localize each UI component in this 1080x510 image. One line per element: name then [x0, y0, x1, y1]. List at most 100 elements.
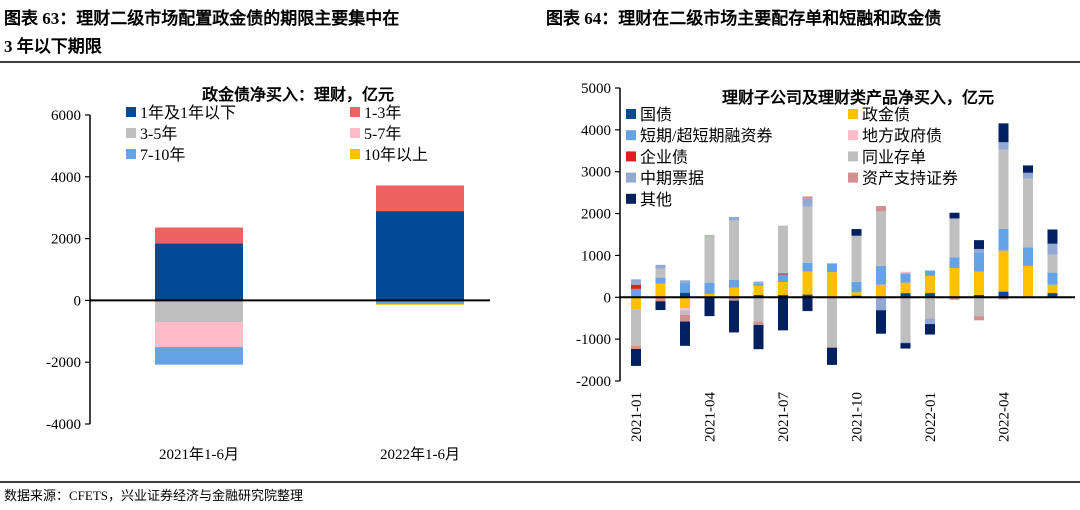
- bar-segment-政金债-2021-05: [729, 287, 739, 298]
- bar-segment-地方政府债-2021-03: [680, 308, 690, 311]
- bar-segment-政金债-2022-04: [998, 250, 1009, 292]
- bar-segment-短期/超短期融资券-2021-03: [680, 283, 690, 293]
- bar-segment-短期/超短期融资券-2021-01: [631, 288, 641, 298]
- bar-segment-资产支持证券-2021-01: [631, 346, 641, 349]
- bar-segment-同业存单-2021-04: [704, 235, 715, 283]
- bar-segment-其他-2021-07: [778, 297, 788, 331]
- legend-swatch: [126, 107, 136, 117]
- bar-segment-短期/超短期融资券-2022-05: [1023, 247, 1033, 266]
- legend-label: 地方政府债: [862, 127, 942, 145]
- bar-segment-其他-2021-06: [753, 324, 764, 350]
- bar-segment-政金债-2021-04: [704, 293, 715, 298]
- x-tick-label: 2022-04: [997, 392, 1013, 442]
- bar-segment-同业存单-2021-06: [753, 297, 764, 322]
- legend-swatch: [626, 109, 636, 119]
- bar-segment-同业存单-2021-10: [851, 235, 862, 282]
- legend-swatch: [350, 107, 360, 117]
- x-tick-label: 2021年1-6月: [159, 446, 239, 463]
- bar-segment-中期票据-2022-04: [998, 142, 1009, 150]
- bar-segment-中期票据-2021-05: [729, 216, 739, 221]
- bar-segment-同业存单-2022-04: [998, 149, 1009, 229]
- bar-segment-其他-2021-09: [827, 347, 837, 365]
- y-tick-label: 3000: [581, 165, 611, 181]
- y-tick-label: -1000: [576, 332, 611, 348]
- bar-segment-国债-2022-01: [925, 293, 935, 298]
- bar-segment-中期票据-2022-03: [974, 248, 984, 253]
- legend-label: 5-7年: [364, 125, 401, 143]
- y-tick-label: -2000: [46, 355, 81, 371]
- legend-swatch: [126, 149, 136, 159]
- bar-segment-7-10年-2021年1-6月: [155, 347, 243, 365]
- bar-segment-政金债-2022-06: [1047, 284, 1058, 294]
- bar-segment-同业存单-2022-03: [974, 297, 984, 317]
- bar-segment-短期/超短期融资券-2022-03: [974, 252, 984, 272]
- legend-label: 短期/超短期融资券: [640, 127, 772, 145]
- legend-swatch: [626, 172, 636, 183]
- bar-segment-国债-2021-08: [802, 294, 813, 298]
- left-figure-title: 图表 63：理财二级市场配置政金债的期限主要集中在: [4, 8, 399, 28]
- bar-segment-国债-2022-04: [998, 291, 1009, 298]
- bar-segment-同业存单-2021-11: [876, 211, 886, 266]
- bar-segment-其他-2022-04: [998, 123, 1009, 143]
- legend-label: 资产支持证券: [862, 170, 958, 188]
- bar-segment-资产支持证券-2022-04: [998, 297, 1009, 300]
- bar-segment-3-5年-2021年1-6月: [155, 300, 243, 323]
- bar-segment-政金债-2022-05: [1023, 265, 1033, 298]
- bar-segment-政金债-2021-11: [876, 284, 886, 298]
- x-tick-label: 2021-01: [629, 392, 645, 442]
- legend-label: 中期票据: [640, 170, 704, 188]
- source-note: 数据来源：CFETS，兴业证券经济与金融研究院整理: [4, 488, 303, 503]
- bar-segment-企业债-2021-07: [778, 273, 788, 275]
- bar-segment-地方政府债-2021-12: [900, 271, 911, 274]
- bar-segment-中期票据-2021-06: [753, 281, 764, 284]
- bar-segment-资产支持证券-2022-02: [949, 297, 960, 300]
- left-chart-title: 政金债净买入：理财，亿元: [202, 85, 394, 104]
- bar-segment-同业存单-2021-12: [900, 297, 911, 343]
- bar-segment-短期/超短期融资券-2021-04: [704, 282, 715, 294]
- bar-segment-其他-2022-06: [1047, 229, 1058, 244]
- bar-segment-资产支持证券-2021-06: [753, 321, 764, 325]
- bar-segment-同业存单-2021-03: [680, 310, 690, 315]
- bar-segment-短期/超短期融资券-2021-11: [876, 265, 886, 285]
- bar-segment-同业存单-2021-02: [655, 268, 666, 278]
- legend-label: 同业存单: [862, 148, 926, 166]
- bar-segment-同业存单-2022-06: [1047, 254, 1058, 273]
- bar-segment-政金债-2021-01: [631, 297, 641, 310]
- bar-segment-同业存单-2022-01: [925, 297, 935, 319]
- legend-swatch: [626, 193, 636, 204]
- legend-swatch: [350, 149, 360, 159]
- y-tick-label: 1000: [581, 248, 611, 264]
- bar-segment-1-3年-2021年1-6月: [155, 227, 243, 244]
- left-figure-title-cont: 3 年以下期限: [4, 36, 102, 56]
- legend-swatch: [848, 109, 858, 119]
- bar-segment-中期票据-2021-01: [631, 279, 641, 285]
- x-tick-label: 2022-01: [923, 392, 939, 442]
- bar-segment-同业存单-2021-08: [802, 206, 813, 263]
- bar-segment-国债-2021-03: [680, 292, 690, 298]
- legend-label: 国债: [640, 106, 672, 124]
- bar-segment-同业存单-2021-05: [729, 220, 739, 280]
- bar-segment-同业存单-2021-01: [631, 309, 641, 347]
- y-tick-label: 5000: [581, 81, 611, 97]
- bar-segment-政金债-2021-02: [655, 283, 666, 298]
- bar-segment-短期/超短期融资券-2021-06: [753, 283, 764, 286]
- y-tick-label: 4000: [581, 123, 611, 139]
- right-figure-title: 图表 64：理财在二级市场主要配存单和短融和政金债: [546, 8, 941, 28]
- x-tick-label: 2022年1-6月: [380, 446, 460, 463]
- bar-segment-5-7年-2021年1-6月: [155, 322, 243, 348]
- bar-segment-1年及1年以下-2022年1-6月: [376, 211, 464, 301]
- bar-segment-国债-2021-06: [753, 294, 764, 298]
- bar-segment-短期/超短期融资券-2022-02: [949, 257, 960, 268]
- bar-segment-其他-2021-03: [680, 321, 690, 346]
- bar-segment-同业存单-2021-07: [778, 225, 788, 274]
- y-tick-label: 0: [74, 293, 82, 309]
- bar-segment-资产支持证券-2021-08: [802, 196, 813, 199]
- bar-segment-资产支持证券-2021-03: [680, 314, 690, 322]
- bar-segment-同业存单-2022-02: [949, 219, 960, 258]
- y-tick-label: 0: [604, 290, 612, 306]
- y-tick-label: -2000: [576, 374, 611, 390]
- bar-segment-政金债-2021-08: [802, 271, 813, 295]
- bar-segment-国债-2021-12: [900, 293, 911, 298]
